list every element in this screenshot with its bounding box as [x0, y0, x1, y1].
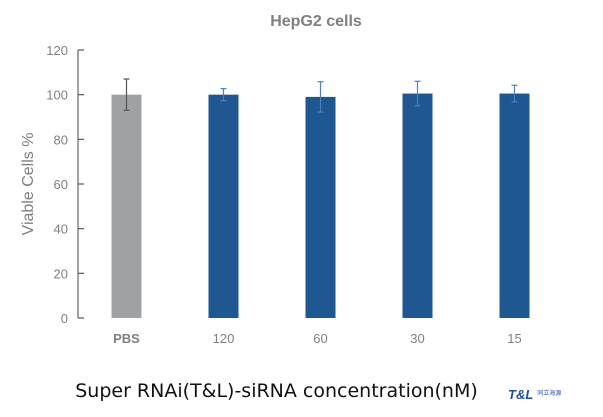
x-tick-label: 15 [507, 331, 521, 346]
y-tick-label: 60 [54, 177, 68, 192]
y-tick-label: 80 [54, 132, 68, 147]
error-bar-30 [414, 80, 421, 107]
chart-title: HepG2 cells [270, 13, 362, 30]
error-bar-120 [220, 88, 227, 102]
x-tick-label: 120 [213, 331, 235, 346]
bars [111, 78, 530, 319]
x-tick-label: 60 [313, 331, 327, 346]
bar-chart: HepG2 cells Viable Cells % 0 20 40 60 80 100 1… [20, 13, 530, 346]
y-tick-label: 120 [46, 43, 68, 58]
bar-15 [499, 93, 530, 318]
bar-120 [208, 94, 239, 319]
error-bar-15 [511, 84, 518, 103]
y-axis: 0 20 40 60 80 100 120 [46, 43, 84, 326]
x-axis-label: Super RNAi(T&L)-siRNA concentration(nM) [75, 380, 478, 402]
x-tick-label: 30 [410, 331, 424, 346]
bar-30 [402, 93, 433, 318]
logo-text: T&L [508, 387, 534, 402]
bar-PBS [111, 94, 142, 319]
error-bar-PBS [123, 78, 130, 111]
y-tick-label: 0 [61, 311, 68, 326]
x-tick-label: PBS [113, 331, 140, 346]
brand-logo: T&L 同立海源 [508, 387, 561, 402]
error-bar-60 [317, 81, 324, 113]
y-axis-label: Viable Cells % [20, 133, 37, 236]
y-tick-label: 100 [46, 88, 68, 103]
bar-60 [305, 96, 336, 319]
y-tick-label: 20 [54, 266, 68, 281]
logo-subtext: 同立海源 [537, 391, 562, 397]
y-tick-label: 40 [54, 222, 68, 237]
x-axis-label-wrap: Super RNAi(T&L)-siRNA concentration(nM) [0, 380, 603, 402]
x-tick-labels: PBS 120 60 30 15 [113, 331, 522, 346]
